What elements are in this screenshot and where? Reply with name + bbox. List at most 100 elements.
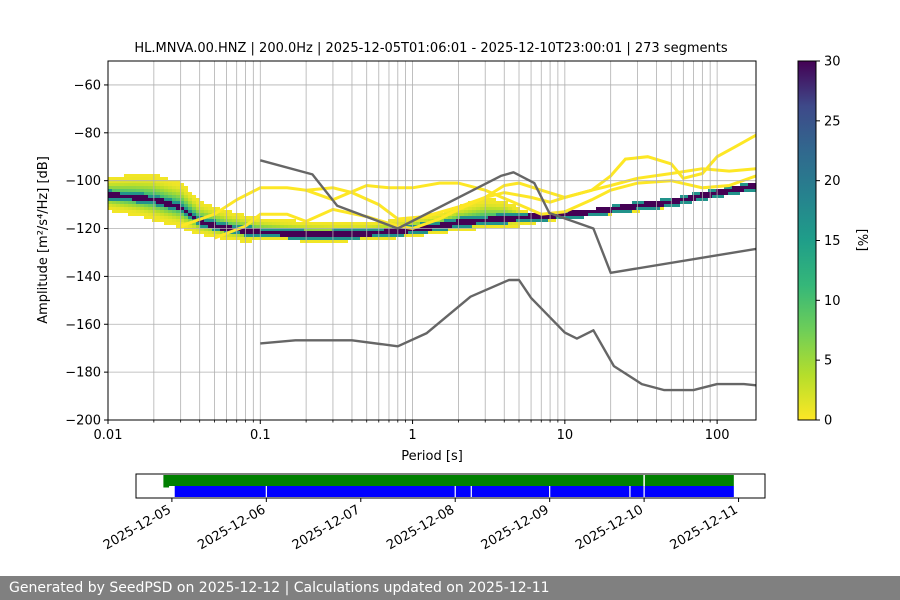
heatmap-cell xyxy=(200,222,204,225)
heatmap-cell xyxy=(180,222,184,225)
heatmap-cell xyxy=(188,219,192,222)
heatmap-cell xyxy=(624,210,628,213)
heatmap-cell xyxy=(572,213,576,216)
heatmap-cell xyxy=(508,210,512,213)
heatmap-cell xyxy=(116,201,120,204)
heatmap-cell xyxy=(164,198,168,201)
heatmap-cell xyxy=(500,201,504,204)
data-span xyxy=(165,475,734,486)
y-tick-label: −200 xyxy=(65,414,101,429)
heatmap-cell xyxy=(604,210,608,213)
heatmap-cell xyxy=(144,201,148,204)
heatmap-cell xyxy=(444,219,448,222)
heatmap-cell xyxy=(248,234,252,237)
heatmap-cell xyxy=(276,225,280,228)
heatmap-cell xyxy=(660,207,664,210)
heatmap-cell xyxy=(160,177,164,180)
heatmap-cell xyxy=(136,186,140,189)
heatmap-cell xyxy=(240,222,244,225)
heatmap-cell xyxy=(692,198,696,201)
heatmap-cell xyxy=(412,234,416,237)
heatmap-cell xyxy=(432,228,436,231)
heatmap-cell xyxy=(112,201,116,204)
heatmap-cell xyxy=(192,198,196,201)
heatmap-cell xyxy=(544,219,548,222)
heatmap-cell xyxy=(172,189,176,192)
heatmap-cell xyxy=(200,228,204,231)
heatmap-cell xyxy=(352,225,356,228)
heatmap-cell xyxy=(344,240,348,243)
heatmap-cell xyxy=(136,183,140,186)
heatmap-cell xyxy=(328,237,332,240)
heatmap-cell xyxy=(364,222,368,225)
heatmap-cell xyxy=(436,222,440,225)
heatmap-cell xyxy=(316,237,320,240)
heatmap-cell xyxy=(748,186,752,189)
y-tick-label: −160 xyxy=(65,318,101,333)
heatmap-cell xyxy=(648,204,652,207)
heatmap-cell xyxy=(316,222,320,225)
heatmap-cell xyxy=(504,222,508,225)
heatmap-cell xyxy=(232,237,236,240)
heatmap-cell xyxy=(212,231,216,234)
heatmap-cell xyxy=(176,198,180,201)
heatmap-cell xyxy=(164,183,168,186)
heatmap-cell xyxy=(364,234,368,237)
heatmap-cell xyxy=(460,213,464,216)
heatmap-cell xyxy=(480,207,484,210)
heatmap-cell xyxy=(360,228,364,231)
heatmap-cell xyxy=(136,204,140,207)
heatmap-cell xyxy=(472,216,476,219)
heatmap-cell xyxy=(360,231,364,234)
heatmap-cell xyxy=(136,210,140,213)
heatmap-cell xyxy=(220,237,224,240)
heatmap-cell xyxy=(140,210,144,213)
heatmap-cell xyxy=(176,192,180,195)
heatmap-cell xyxy=(516,207,520,210)
heatmap-cell xyxy=(492,198,496,201)
footer: Generated by SeedPSD on 2025-12-12 | Cal… xyxy=(0,576,900,600)
heatmap-cell xyxy=(736,186,740,189)
heatmap-cell xyxy=(380,234,384,237)
heatmap-cell xyxy=(672,204,676,207)
psd-span xyxy=(174,486,734,497)
heatmap-cell xyxy=(252,234,256,237)
heatmap-cell xyxy=(428,216,432,219)
heatmap-cell xyxy=(260,222,264,225)
heatmap-cell xyxy=(232,222,236,225)
heatmap-cell xyxy=(212,225,216,228)
heatmap-cell xyxy=(288,237,292,240)
heatmap-cell xyxy=(616,207,620,210)
heatmap-cell xyxy=(108,195,112,198)
heatmap-cell xyxy=(704,192,708,195)
heatmap-cell xyxy=(196,222,200,225)
heatmap-cell xyxy=(652,204,656,207)
heatmap-cell xyxy=(136,180,140,183)
heatmap-cell xyxy=(448,216,452,219)
heatmap-cell xyxy=(164,177,168,180)
noise-model-line xyxy=(259,159,756,274)
heatmap-cell xyxy=(504,219,508,222)
heatmap-cell xyxy=(448,210,452,213)
heatmap-cell xyxy=(276,234,280,237)
heatmap-cell xyxy=(372,222,376,225)
heatmap-cell xyxy=(336,234,340,237)
x-axis-label: Period [s] xyxy=(401,449,463,464)
heatmap-cell xyxy=(392,231,396,234)
heatmap-cell xyxy=(200,204,204,207)
heatmap-cell xyxy=(136,192,140,195)
heatmap-cell xyxy=(524,210,528,213)
heatmap-cell xyxy=(224,225,228,228)
heatmap-cell xyxy=(428,219,432,222)
heatmap-cell xyxy=(176,225,180,228)
heatmap-cell xyxy=(120,180,124,183)
heatmap-cell xyxy=(236,225,240,228)
heatmap-cell xyxy=(116,177,120,180)
availability-tick-label: 2025-12-05 xyxy=(101,502,174,553)
heatmap-cell xyxy=(316,234,320,237)
heatmap-cell xyxy=(208,207,212,210)
heatmap-cell xyxy=(284,237,288,240)
heatmap-cell xyxy=(236,213,240,216)
heatmap-cell xyxy=(492,210,496,213)
heatmap-cell xyxy=(144,174,148,177)
